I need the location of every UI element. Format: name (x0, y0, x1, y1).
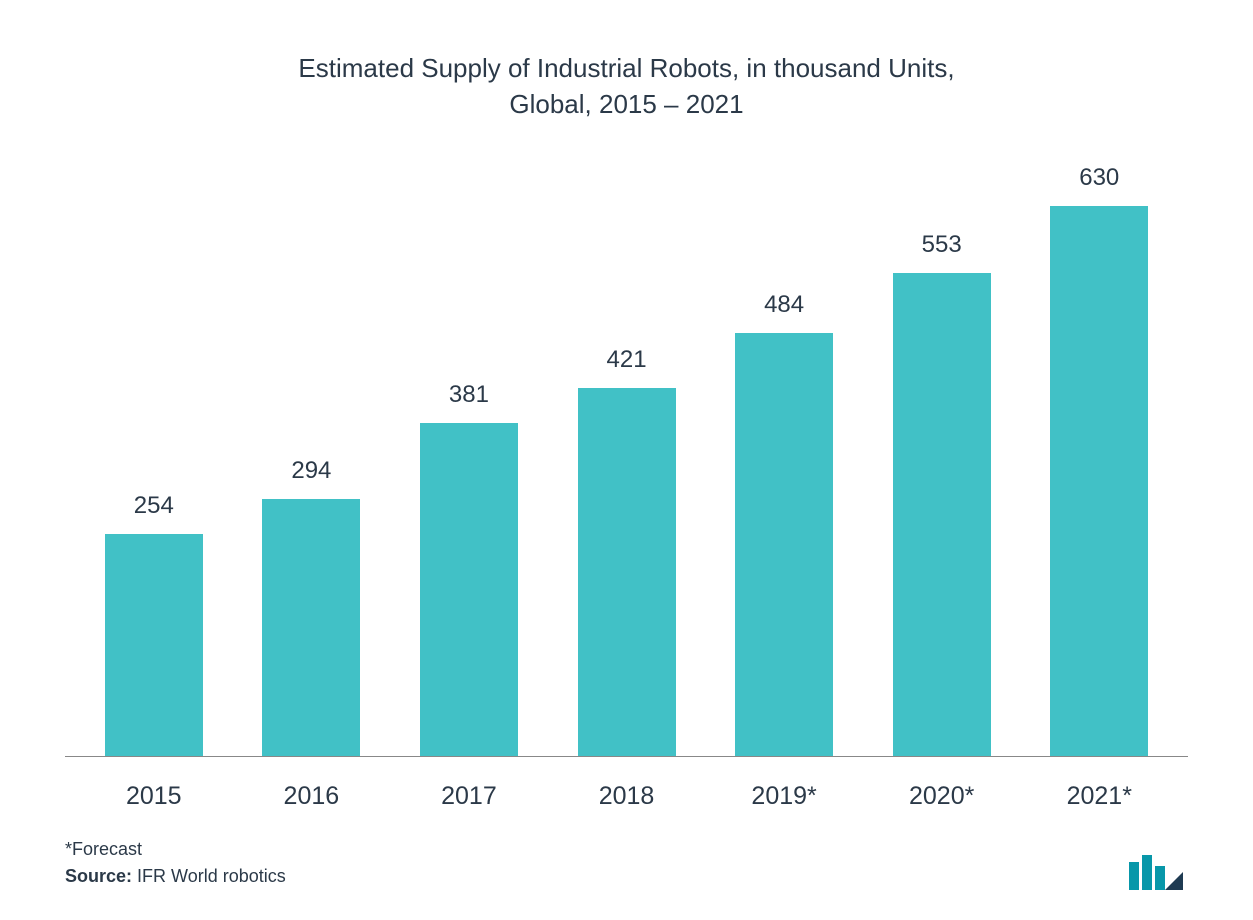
x-axis-label: 2016 (233, 782, 391, 811)
x-axis-label: 2017 (390, 782, 548, 811)
x-axis-label: 2020* (863, 782, 1021, 811)
bar (893, 273, 991, 756)
source-label: Source: (65, 866, 132, 886)
bar-group: 294 (233, 153, 391, 756)
footer-text: *Forecast Source: IFR World robotics (65, 836, 286, 890)
x-axis-label: 2015 (75, 782, 233, 811)
bar-value-label: 381 (449, 381, 489, 409)
source-value: IFR World robotics (132, 866, 286, 886)
bar-value-label: 630 (1079, 164, 1119, 192)
bar-value-label: 484 (764, 291, 804, 319)
bar-group: 421 (548, 153, 706, 756)
bar-group: 630 (1020, 153, 1178, 756)
forecast-note: *Forecast (65, 839, 142, 859)
bars-region: 254 294 381 421 484 553 630 (65, 153, 1188, 757)
bar (578, 388, 676, 756)
bar (105, 534, 203, 756)
bar-group: 254 (75, 153, 233, 756)
x-axis-label: 2018 (548, 782, 706, 811)
bar (1050, 206, 1148, 756)
bar-group: 553 (863, 153, 1021, 756)
brand-logo-icon (1129, 852, 1183, 890)
bar-value-label: 254 (134, 492, 174, 520)
bar-value-label: 421 (607, 346, 647, 374)
bar-value-label: 553 (922, 231, 962, 259)
bar-group: 484 (705, 153, 863, 756)
x-axis-label: 2021* (1020, 782, 1178, 811)
chart-container: Estimated Supply of Industrial Robots, i… (0, 0, 1253, 920)
x-axis-labels: 20152016201720182019*2020*2021* (65, 757, 1188, 826)
chart-title: Estimated Supply of Industrial Robots, i… (45, 50, 1208, 123)
bar (262, 499, 360, 756)
bar (420, 423, 518, 756)
chart-footer: *Forecast Source: IFR World robotics (45, 826, 1208, 890)
chart-title-line2: Global, 2015 – 2021 (509, 89, 743, 119)
bar (735, 333, 833, 756)
x-axis-label: 2019* (705, 782, 863, 811)
bar-value-label: 294 (291, 457, 331, 485)
chart-title-line1: Estimated Supply of Industrial Robots, i… (298, 53, 954, 83)
chart-area: 254294381421484553630 201520162017201820… (45, 153, 1208, 826)
bar-group: 381 (390, 153, 548, 756)
